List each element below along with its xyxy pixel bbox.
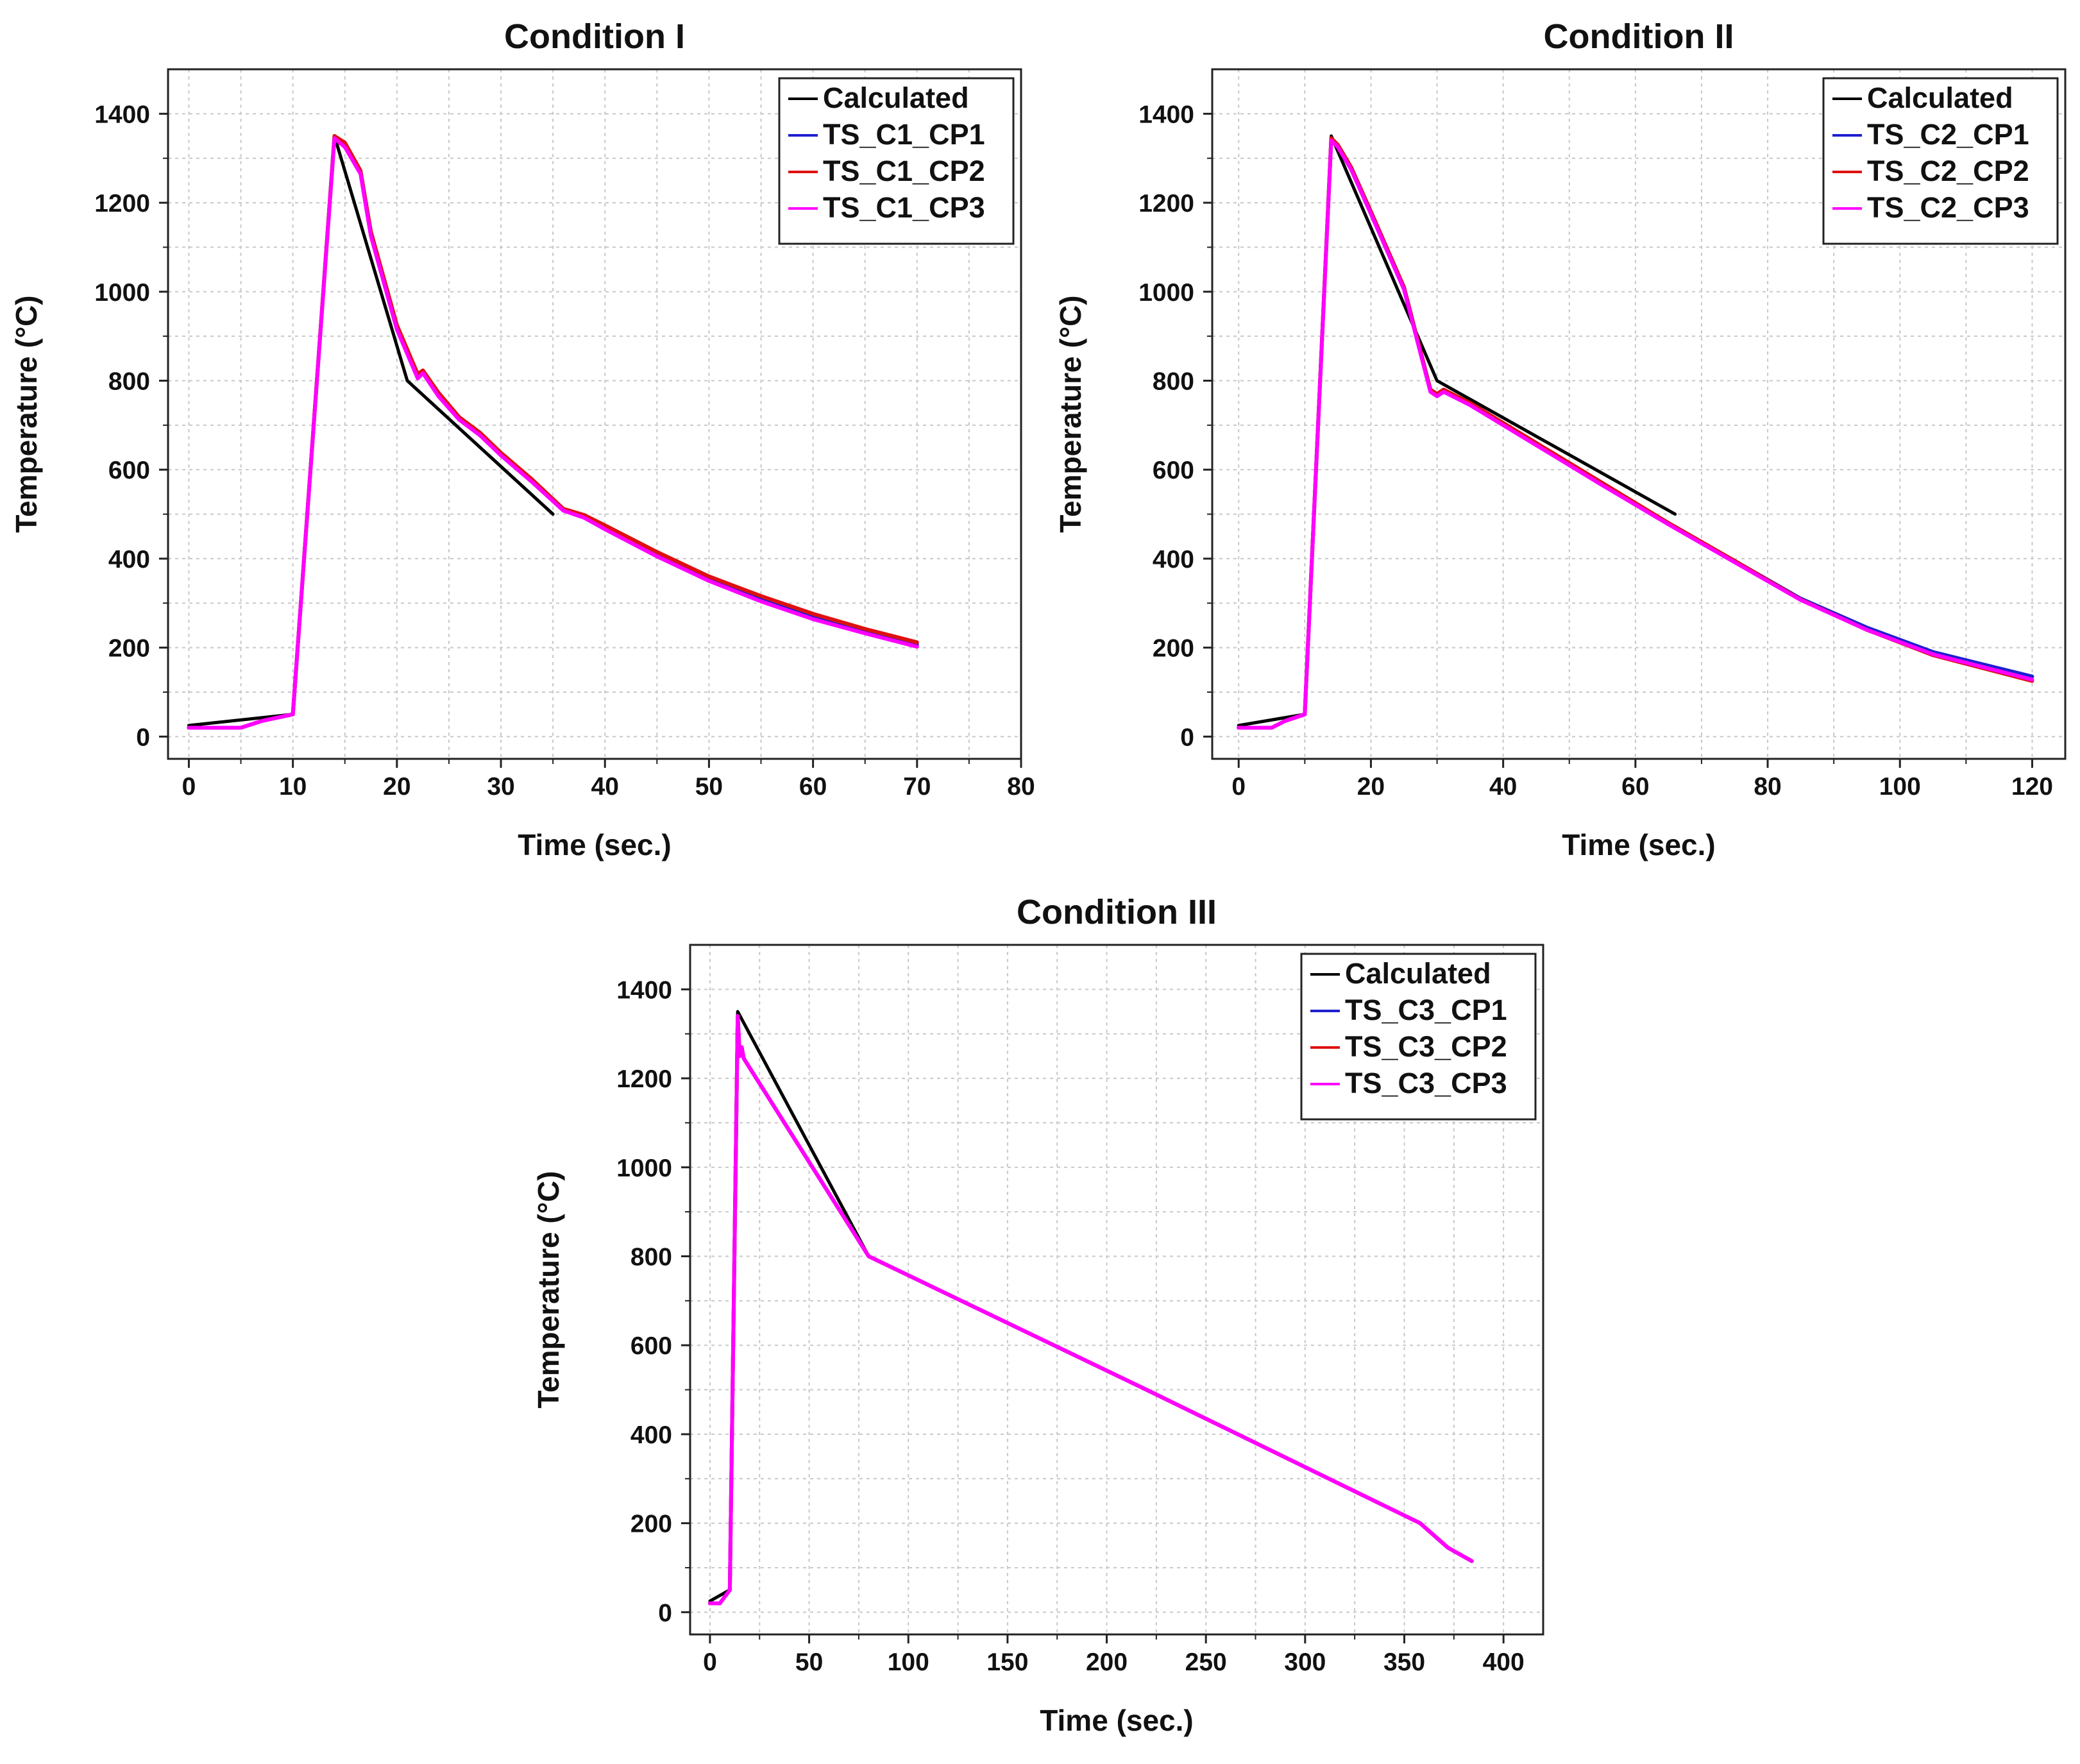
y-tick-label: 0 [136,724,150,751]
legend-entry: TS_C2_CP3 [1867,191,2029,224]
x-tick-label: 80 [1007,773,1035,801]
x-tick-label: 20 [1357,773,1385,801]
chart-title: Condition III [1017,893,1217,931]
x-axis-label: Time (sec.) [1562,828,1715,861]
legend: Calculated TS_C3_CP1 TS_C3_CP2 TS_C3_CP3 [1300,953,1537,1121]
y-tick-label: 400 [630,1421,672,1449]
x-tick-label: 100 [1879,773,1921,801]
legend: Calculated TS_C1_CP1 TS_C1_CP2 TS_C1_CP3 [778,77,1015,245]
legend-entry: TS_C3_CP2 [1345,1030,1507,1063]
y-tick-label: 1000 [1138,279,1194,307]
y-tick-label: 800 [108,368,150,395]
plot-frame [167,68,1022,760]
y-tick-label: 1400 [1138,101,1194,128]
plot-frame [689,944,1544,1636]
y-tick-label: 1400 [94,101,150,128]
chart-title: Condition I [504,17,685,56]
x-tick-label: 0 [703,1649,717,1676]
y-axis-label: Temperature (°C) [10,295,43,532]
x-tick-label: 250 [1185,1649,1227,1676]
legend: Calculated TS_C2_CP1 TS_C2_CP2 TS_C2_CP3 [1822,77,2059,245]
x-tick-label: 150 [986,1649,1028,1676]
plot-frame [1211,68,2067,760]
legend-entry: TS_C3_CP3 [1345,1067,1507,1099]
y-tick-label: 1400 [616,976,672,1004]
x-tick-label: 50 [795,1649,823,1676]
x-tick-label: 80 [1754,773,1781,801]
chart-condition-ii: 0 20 40 60 80 100 1200200400600800100012001400… [1054,17,2067,861]
legend-entry: Calculated [1345,957,1491,990]
x-axis-label: Time (sec.) [518,828,671,861]
legend-entry: TS_C1_CP2 [823,155,985,187]
legend-entry: Calculated [823,81,969,114]
legend-entry: TS_C1_CP3 [823,191,985,224]
x-tick-label: 70 [903,773,931,801]
y-tick-label: 400 [108,546,150,573]
y-tick-label: 1200 [616,1065,672,1093]
legend-entry: TS_C3_CP1 [1345,994,1507,1026]
x-tick-label: 300 [1284,1649,1326,1676]
series-line-ts-c2-cp3 [1237,139,2034,730]
y-tick-label: 800 [1153,368,1194,395]
legend-box [1300,953,1537,1121]
y-tick-label: 1200 [94,190,150,217]
y-tick-label: 200 [108,635,150,663]
x-tick-label: 40 [1489,773,1517,801]
y-tick-label: 1000 [616,1155,672,1182]
x-tick-label: 0 [1231,773,1246,801]
chart-title: Condition II [1544,17,1734,56]
x-tick-label: 200 [1086,1649,1128,1676]
y-tick-label: 0 [1180,724,1194,751]
x-tick-label: 0 [182,773,196,801]
legend-box [1822,77,2059,245]
y-tick-label: 1000 [94,279,150,307]
chart-condition-i: 0 10 20 30 40 50 60 70 8002004006008001000120014… [10,17,1035,861]
x-tick-label: 60 [799,773,827,801]
x-tick-label: 120 [2011,773,2053,801]
y-tick-label: 200 [630,1511,672,1538]
x-tick-label: 30 [487,773,514,801]
legend-entry: TS_C2_CP2 [1867,155,2029,187]
x-tick-label: 20 [383,773,410,801]
series-line-ts-c3-cp3 [707,1014,1474,1606]
y-tick-label: 600 [630,1332,672,1360]
series-line-calculated [1237,134,1677,727]
x-tick-label: 100 [888,1649,929,1676]
x-tick-label: 400 [1483,1649,1525,1676]
y-tick-label: 600 [1153,457,1194,484]
x-axis-label: Time (sec.) [1040,1704,1193,1737]
x-tick-label: 50 [695,773,723,801]
x-tick-label: 60 [1621,773,1649,801]
legend-box [778,77,1015,245]
legend-entry: TS_C2_CP1 [1867,118,2029,151]
y-tick-label: 200 [1153,635,1194,663]
series-line-ts-c1-cp3 [187,136,919,730]
y-tick-label: 600 [108,457,150,484]
legend-entry: Calculated [1867,81,2013,114]
y-tick-label: 0 [658,1599,672,1627]
x-tick-label: 40 [591,773,619,801]
y-tick-label: 400 [1153,546,1194,573]
x-tick-label: 10 [279,773,307,801]
x-tick-label: 350 [1383,1649,1425,1676]
y-tick-label: 800 [630,1243,672,1271]
y-axis-label: Temperature (°C) [1054,295,1087,532]
y-tick-label: 1200 [1138,190,1194,217]
chart-condition-iii: 0 50 100 150 200 250 300 350 400 0 200 400 600 800 100… [532,893,1544,1737]
legend-entry: TS_C1_CP1 [823,118,985,151]
y-axis-label: Temperature (°C) [532,1171,565,1408]
